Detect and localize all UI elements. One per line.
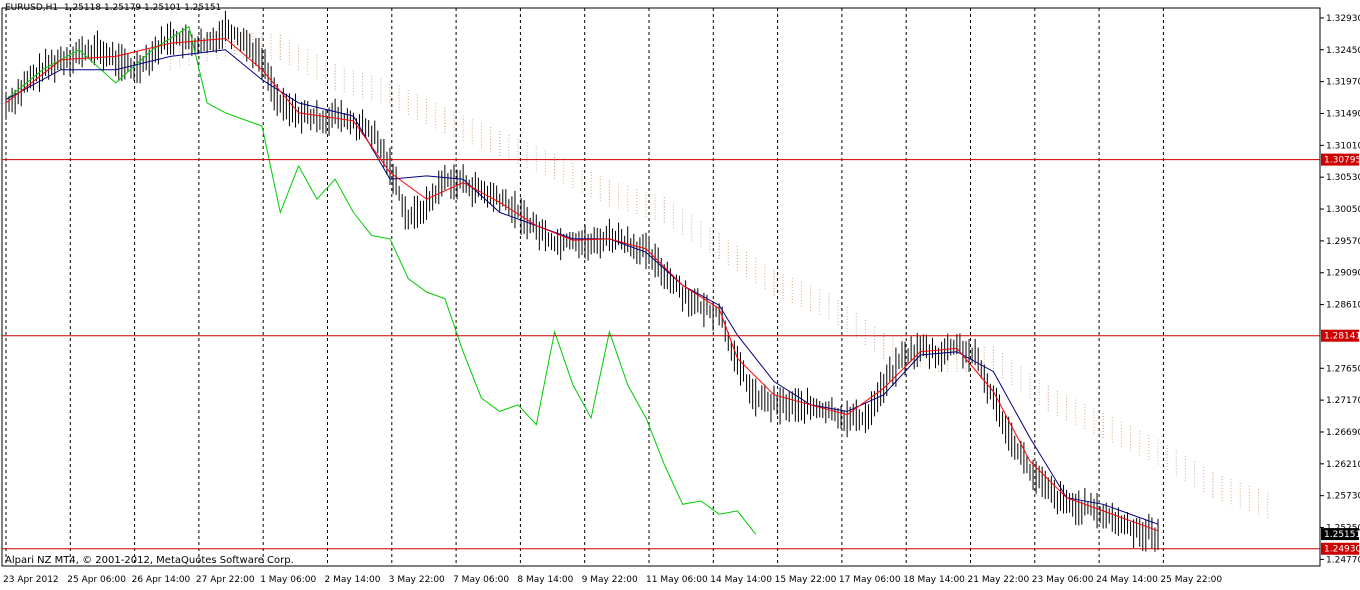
y-tick-label: 1.27650 bbox=[1326, 364, 1360, 374]
level-price-box bbox=[1321, 153, 1359, 166]
y-tick-label: 1.32930 bbox=[1326, 14, 1360, 24]
y-tick-label: 1.31490 bbox=[1326, 109, 1360, 119]
y-tick-label: 1.29090 bbox=[1326, 269, 1360, 279]
y-tick-label: 1.31970 bbox=[1326, 78, 1360, 88]
x-tick-label: 18 May 14:00 bbox=[903, 575, 965, 585]
current-price-label: 1.25151 bbox=[1324, 530, 1360, 540]
x-tick-label: 17 May 06:00 bbox=[839, 575, 901, 585]
x-tick-label: 9 May 22:00 bbox=[582, 575, 638, 585]
x-tick-label: 3 May 22:00 bbox=[389, 575, 445, 585]
tenkan-sen-line bbox=[5, 37, 1159, 532]
y-tick-label: 1.29570 bbox=[1326, 237, 1360, 247]
level-price-box bbox=[1321, 542, 1359, 555]
y-tick-label: 1.25730 bbox=[1326, 492, 1360, 502]
x-tick-label: 1 May 06:00 bbox=[260, 575, 316, 585]
y-tick-label: 1.24770 bbox=[1326, 555, 1360, 565]
x-tick-label: 8 May 14:00 bbox=[517, 575, 573, 585]
x-tick-label: 14 May 14:00 bbox=[710, 575, 772, 585]
y-tick-label: 1.27170 bbox=[1326, 396, 1360, 406]
ohlc-quote: 1.25118 1.25179 1.25101 1.25151 bbox=[63, 3, 222, 13]
level-price-label: 1.24930 bbox=[1324, 545, 1360, 555]
plot-frame bbox=[1, 7, 1321, 567]
x-tick-label: 26 Apr 14:00 bbox=[132, 575, 191, 585]
symbol-timeframe: EURUSD,H1 bbox=[5, 3, 59, 13]
x-tick-label: 24 May 14:00 bbox=[1096, 575, 1158, 585]
x-tick-label: 25 Apr 06:00 bbox=[67, 575, 126, 585]
y-tick-label: 1.31010 bbox=[1326, 141, 1360, 151]
y-tick-label: 1.26210 bbox=[1326, 460, 1360, 470]
level-price-label: 1.28141 bbox=[1324, 332, 1360, 342]
x-tick-label: 23 May 06:00 bbox=[1032, 575, 1094, 585]
chart-header: EURUSD,H1 1.25118 1.25179 1.25101 1.2515… bbox=[5, 3, 221, 13]
x-tick-label: 7 May 06:00 bbox=[453, 575, 509, 585]
y-tick-label: 1.26690 bbox=[1326, 428, 1360, 438]
chikou-span-line bbox=[5, 25, 757, 535]
x-tick-label: 2 May 14:00 bbox=[325, 575, 381, 585]
kijun-sen-line bbox=[5, 49, 1159, 525]
current-price-box bbox=[1321, 528, 1359, 541]
y-tick-label: 1.30530 bbox=[1326, 173, 1360, 183]
y-tick-label: 1.32450 bbox=[1326, 46, 1360, 56]
x-tick-label: 25 May 22:00 bbox=[1160, 575, 1222, 585]
x-tick-label: 15 May 22:00 bbox=[775, 575, 837, 585]
level-price-label: 1.30795 bbox=[1324, 156, 1360, 166]
x-tick-label: 11 May 06:00 bbox=[646, 575, 708, 585]
y-tick-label: 1.28610 bbox=[1326, 301, 1360, 311]
copyright-text: Alpari NZ MT4, © 2001-2012, MetaQuotes S… bbox=[5, 555, 294, 566]
level-price-box bbox=[1321, 329, 1359, 342]
x-tick-label: 27 Apr 22:00 bbox=[196, 575, 255, 585]
x-tick-label: 21 May 22:00 bbox=[968, 575, 1030, 585]
x-tick-label: 23 Apr 2012 bbox=[3, 575, 59, 585]
y-tick-label: 1.30050 bbox=[1326, 205, 1360, 215]
